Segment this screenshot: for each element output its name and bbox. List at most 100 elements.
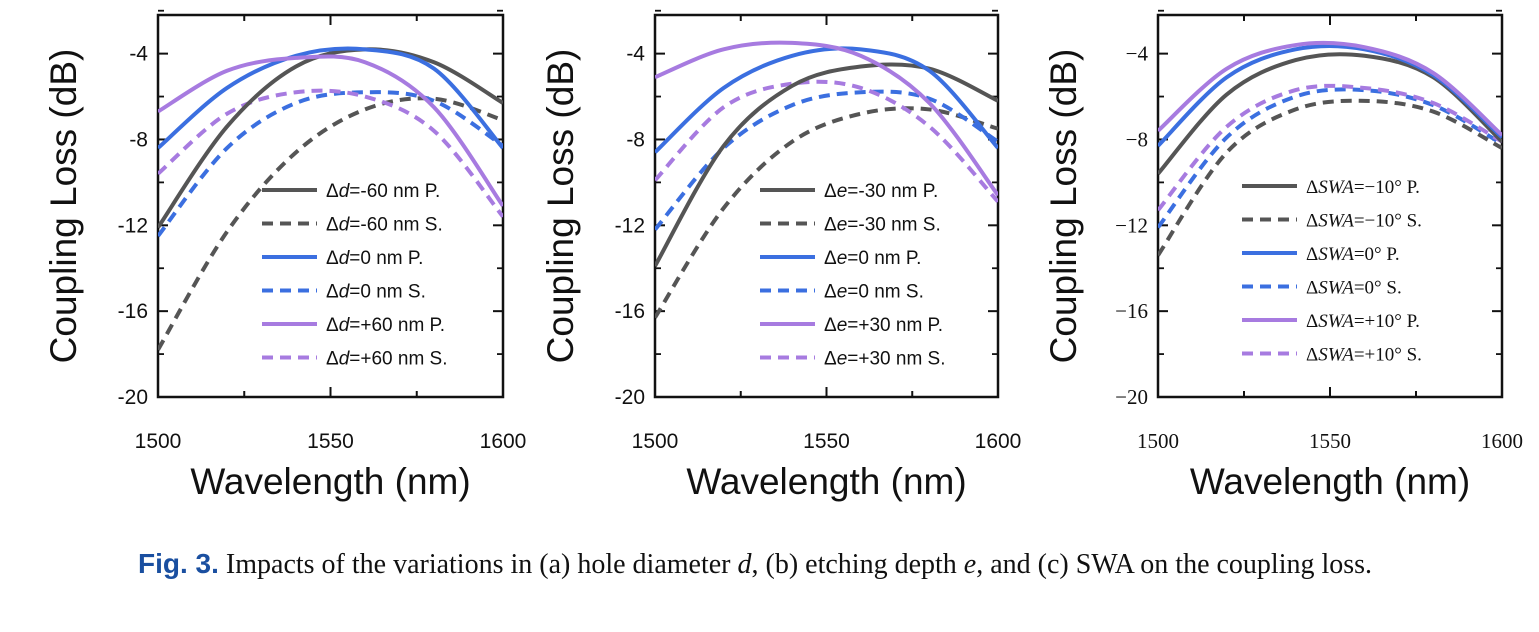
y-tick-label: -8 [626, 128, 645, 151]
y-axis-title: Coupling Loss (dB) [540, 49, 581, 364]
y-tick-label: -12 [615, 214, 645, 237]
x-axis-title: Wavelength (nm) [686, 461, 966, 502]
legend-delta: Δ [326, 315, 339, 336]
legend-symbol: e [837, 215, 848, 236]
caption-text-1: Impacts of the variations in (a) hole di… [225, 549, 738, 580]
legend-entry: Δd=-60 nm P. [326, 181, 440, 202]
x-tick-label: 1550 [803, 430, 850, 453]
legend-delta: Δ [824, 349, 837, 370]
caption-symbol-d: d [737, 549, 752, 580]
figure-caption: Fig. 3. Impacts of the variations in (a)… [138, 544, 1498, 585]
legend-delta: Δ [1306, 311, 1318, 332]
series-line-blue-p [1158, 44, 1502, 148]
series-line-blue-s [158, 90, 503, 238]
legend-value: =0 nm P. [349, 248, 423, 269]
legend-delta: Δ [824, 248, 837, 269]
legend-delta: Δ [1306, 345, 1318, 366]
y-tick-label: −12 [1115, 213, 1148, 237]
x-tick-label: 1550 [307, 430, 354, 453]
legend-delta: Δ [1306, 211, 1318, 232]
series-line-purple-p [1158, 40, 1502, 137]
series-line-blue-s [1158, 87, 1502, 229]
series-line-purple-s [158, 88, 503, 218]
legend-entry: Δd=-60 nm S. [326, 215, 443, 236]
y-tick-label: -20 [118, 386, 148, 409]
legend-entry: ΔSWA=+10° P. [1306, 311, 1420, 332]
y-tick-label: -20 [615, 386, 645, 409]
series-line-purple-p [158, 54, 503, 208]
legend-symbol: SWA [1318, 211, 1354, 232]
legend-delta: Δ [326, 282, 339, 303]
x-tick-label: 1600 [480, 430, 527, 453]
legend-symbol: d [339, 181, 351, 202]
legend-entry: ΔSWA=0° P. [1306, 244, 1400, 265]
y-tick-label: −16 [1115, 299, 1148, 323]
legend-value: =+60 nm S. [349, 349, 447, 370]
legend-value: =0 nm S. [349, 282, 426, 303]
legend-entry: Δd=+60 nm S. [326, 349, 448, 370]
legend-entry: Δe=+30 nm S. [824, 349, 946, 370]
caption-label: Fig. 3. [138, 548, 219, 579]
legend-entry: Δe=-30 nm S. [824, 215, 941, 236]
x-tick-label: 1500 [135, 430, 182, 453]
series-line-blue-p [158, 46, 503, 150]
legend-value: =+30 nm P. [847, 315, 943, 336]
legend-symbol: SWA [1318, 311, 1354, 332]
legend-symbol: d [339, 215, 351, 236]
legend-value: =0° P. [1354, 244, 1400, 265]
x-tick-label: 1550 [1309, 429, 1351, 453]
series-line-grey-s [655, 106, 998, 319]
legend-entry: Δe=-30 nm P. [824, 181, 938, 202]
series-line-grey-p [1158, 52, 1502, 176]
series-line-blue-p [655, 46, 998, 154]
y-tick-label: -4 [129, 43, 148, 66]
chart-panel-a: -4 -8 -12 -16 -20 1500 1550 1600 Wavelength (nm)… [43, 9, 527, 502]
legend-value: =+60 nm P. [349, 315, 445, 336]
legend-delta: Δ [824, 315, 837, 336]
legend-delta: Δ [1306, 278, 1318, 299]
y-tick-label: -8 [129, 128, 148, 151]
legend-entry: Δe=0 nm P. [824, 248, 921, 269]
legend-value: =-60 nm S. [349, 215, 442, 236]
caption-symbol-e: e [963, 549, 977, 580]
legend-delta: Δ [326, 349, 339, 370]
series-line-purple-s [655, 79, 998, 204]
y-axis-title: Coupling Loss (dB) [43, 49, 84, 364]
series-line-grey-p [655, 62, 998, 268]
legend-value: =-60 nm P. [349, 181, 440, 202]
legend-symbol: d [339, 282, 351, 303]
series-line-purple-p [655, 40, 998, 197]
x-tick-label: 1600 [1481, 429, 1523, 453]
y-tick-label: -4 [626, 43, 645, 66]
legend-entry: Δe=0 nm S. [824, 282, 924, 303]
legend-value: =+30 nm S. [847, 349, 945, 370]
legend-entry: ΔSWA=−10° P. [1306, 177, 1420, 198]
y-tick-label: −20 [1115, 385, 1148, 409]
legend-symbol: d [339, 349, 351, 370]
legend-value: =-30 nm P. [847, 181, 938, 202]
legend-delta: Δ [326, 181, 339, 202]
legend-entry: Δd=0 nm S. [326, 282, 426, 303]
x-axis-title: Wavelength (nm) [1190, 461, 1470, 502]
chart-panel-b: -4 -8 -12 -16 -20 1500 1550 1600 Wavelength (nm)… [540, 9, 1022, 502]
x-tick-label: 1500 [632, 430, 679, 453]
legend-symbol: SWA [1318, 177, 1354, 198]
legend-symbol: SWA [1318, 244, 1354, 265]
y-tick-label: −4 [1126, 42, 1149, 66]
legend-entry: Δe=+30 nm P. [824, 315, 943, 336]
x-axis-title: Wavelength (nm) [190, 461, 470, 502]
legend-value: =0 nm P. [847, 248, 921, 269]
legend-symbol: d [339, 315, 351, 336]
legend-symbol: e [837, 181, 848, 202]
legend-delta: Δ [824, 282, 837, 303]
legend-entry: Δd=0 nm P. [326, 248, 423, 269]
legend-symbol: SWA [1318, 278, 1354, 299]
y-tick-label: -16 [118, 300, 148, 323]
x-tick-label: 1600 [975, 430, 1022, 453]
legend-delta: Δ [326, 248, 339, 269]
series-line-purple-s [1158, 83, 1502, 212]
legend-value: =−10° S. [1354, 211, 1422, 232]
legend-value: =0 nm S. [847, 282, 924, 303]
legend-value: =-30 nm S. [847, 215, 940, 236]
